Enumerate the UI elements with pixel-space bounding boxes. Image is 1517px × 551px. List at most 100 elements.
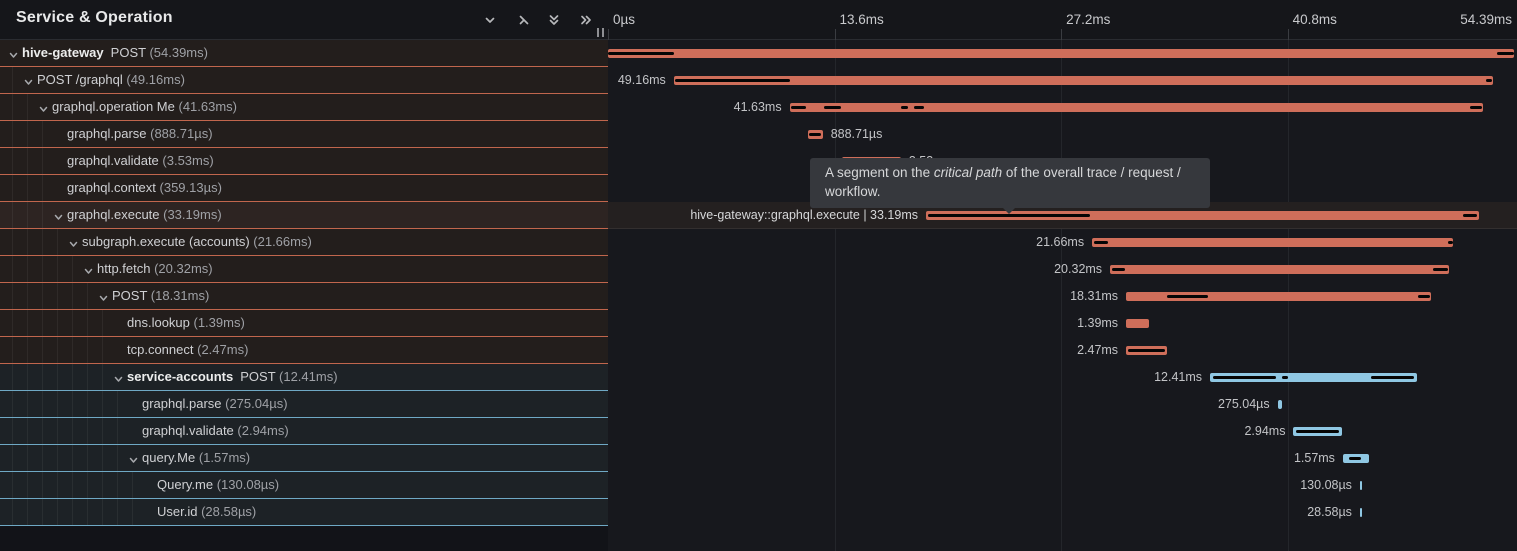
span-bar[interactable] [1126,292,1432,301]
span-name-row[interactable]: http.fetch (20.32ms) [0,256,608,283]
chevron-down-icon[interactable] [98,291,109,309]
chevron-down-icon[interactable] [38,102,49,120]
span-bar[interactable] [1277,400,1283,409]
span-track-row[interactable]: 49.16ms [608,67,1517,94]
critical-path-segment[interactable] [608,52,674,55]
span-track-row[interactable]: 20.32ms [608,256,1517,283]
critical-path-segment[interactable] [1496,52,1514,55]
span-name-row[interactable]: subgraph.execute (accounts) (21.66ms) [0,229,608,256]
span-track-row[interactable]: 28.58µs [608,499,1517,526]
span-name-row[interactable]: dns.lookup (1.39ms) [0,310,608,337]
critical-path-segment[interactable] [675,79,790,82]
chevron-down-icon[interactable] [83,264,94,282]
operation-name: tcp.connect [127,342,198,357]
span-bar[interactable] [1110,265,1449,274]
indent-guide [102,364,103,390]
span-name-row[interactable]: graphql.parse (888.71µs) [0,121,608,148]
collapse-one-icon[interactable] [478,8,502,32]
span-bar[interactable] [673,76,1493,85]
span-track-row[interactable]: 18.31ms [608,283,1517,310]
critical-path-segment[interactable] [1433,268,1448,271]
span-name-row[interactable]: graphql.operation Me (41.63ms) [0,94,608,121]
span-track-row[interactable]: 275.04µs [608,391,1517,418]
span-track-row[interactable]: 12.41ms [608,364,1517,391]
span-track-row[interactable]: 1.57ms [608,445,1517,472]
span-duration: (1.57ms) [198,450,251,465]
indent-guide [12,310,13,336]
span-bar[interactable] [1126,319,1150,328]
critical-path-segment[interactable] [1281,376,1289,379]
critical-path-segment[interactable] [1417,295,1431,298]
span-name-row[interactable]: POST /graphql (49.16ms) [0,67,608,94]
span-bar[interactable] [1210,373,1417,382]
chevron-down-icon[interactable] [23,75,34,93]
critical-path-segment[interactable] [913,106,925,109]
span-name-row[interactable]: graphql.context (359.13µs) [0,175,608,202]
span-track-row[interactable] [608,40,1517,67]
indent-guide [102,445,103,471]
critical-path-segment[interactable] [823,106,842,109]
span-bar[interactable] [1359,481,1363,490]
indent-guide [72,472,73,498]
collapse-all-icon[interactable] [542,8,566,32]
span-track-row[interactable]: 1.39ms [608,310,1517,337]
critical-path-segment[interactable] [927,214,1091,217]
column-resize-handle[interactable] [595,26,606,39]
bar-duration-label: 28.58µs [1307,505,1352,519]
span-label: graphql.parse (888.71µs) [67,121,213,148]
span-bar[interactable] [1359,508,1362,517]
critical-path-segment[interactable] [1213,376,1276,379]
span-bar[interactable] [1092,238,1453,247]
span-track-row[interactable]: 130.08µs [608,472,1517,499]
span-name-row[interactable]: graphql.parse (275.04µs) [0,391,608,418]
indent-guide [12,256,13,282]
span-name-row[interactable]: Query.me (130.08µs) [0,472,608,499]
span-name-row[interactable]: tcp.connect (2.47ms) [0,337,608,364]
critical-path-segment[interactable] [808,133,822,136]
critical-path-segment[interactable] [1370,376,1415,379]
span-bar[interactable] [789,103,1483,112]
critical-path-segment[interactable] [791,106,807,109]
chevron-down-icon[interactable] [8,48,19,66]
critical-path-segment[interactable] [1448,241,1453,244]
expand-all-icon[interactable] [574,8,598,32]
critical-path-segment[interactable] [1470,106,1482,109]
span-name-row[interactable]: POST (18.31ms) [0,283,608,310]
span-name-row[interactable]: hive-gateway POST (54.39ms) [0,40,608,67]
chevron-down-icon[interactable] [113,372,124,390]
indent-guide [27,472,28,498]
span-track-row[interactable]: 2.47ms [608,337,1517,364]
span-name-row[interactable]: User.id (28.58µs) [0,499,608,526]
span-track-row[interactable]: 21.66ms [608,229,1517,256]
critical-path-segment[interactable] [1111,268,1126,271]
span-name-row[interactable]: query.Me (1.57ms) [0,445,608,472]
ruler-tick-label: 40.8ms [1292,12,1337,27]
span-bar[interactable] [608,49,1514,58]
span-label: Query.me (130.08µs) [157,472,279,499]
chevron-down-icon[interactable] [53,210,64,228]
critical-path-segment[interactable] [1127,349,1166,352]
span-track-row[interactable]: 2.94ms [608,418,1517,445]
span-name-row[interactable]: graphql.execute (33.19ms) [0,202,608,229]
critical-path-segment[interactable] [1093,241,1108,244]
critical-path-segment[interactable] [901,106,908,109]
span-track-row[interactable]: 41.63ms [608,94,1517,121]
span-name-row[interactable]: graphql.validate (2.94ms) [0,418,608,445]
tooltip-text-italic: critical path [933,165,1003,180]
span-bar[interactable] [925,211,1479,220]
indent-guide [57,499,58,525]
critical-path-segment[interactable] [1349,457,1361,460]
indent-guide [12,472,13,498]
span-duration: (275.04µs) [225,396,288,411]
span-duration: (33.19ms) [163,207,222,222]
chevron-down-icon[interactable] [68,237,79,255]
critical-path-segment[interactable] [1485,79,1492,82]
chevron-down-icon[interactable] [128,453,139,471]
critical-path-segment[interactable] [1295,430,1340,433]
expand-one-icon[interactable] [510,8,534,32]
span-track-row[interactable]: 888.71µs [608,121,1517,148]
span-name-row[interactable]: service-accounts POST (12.41ms) [0,364,608,391]
span-name-row[interactable]: graphql.validate (3.53ms) [0,148,608,175]
critical-path-segment[interactable] [1462,214,1477,217]
critical-path-segment[interactable] [1166,295,1208,298]
